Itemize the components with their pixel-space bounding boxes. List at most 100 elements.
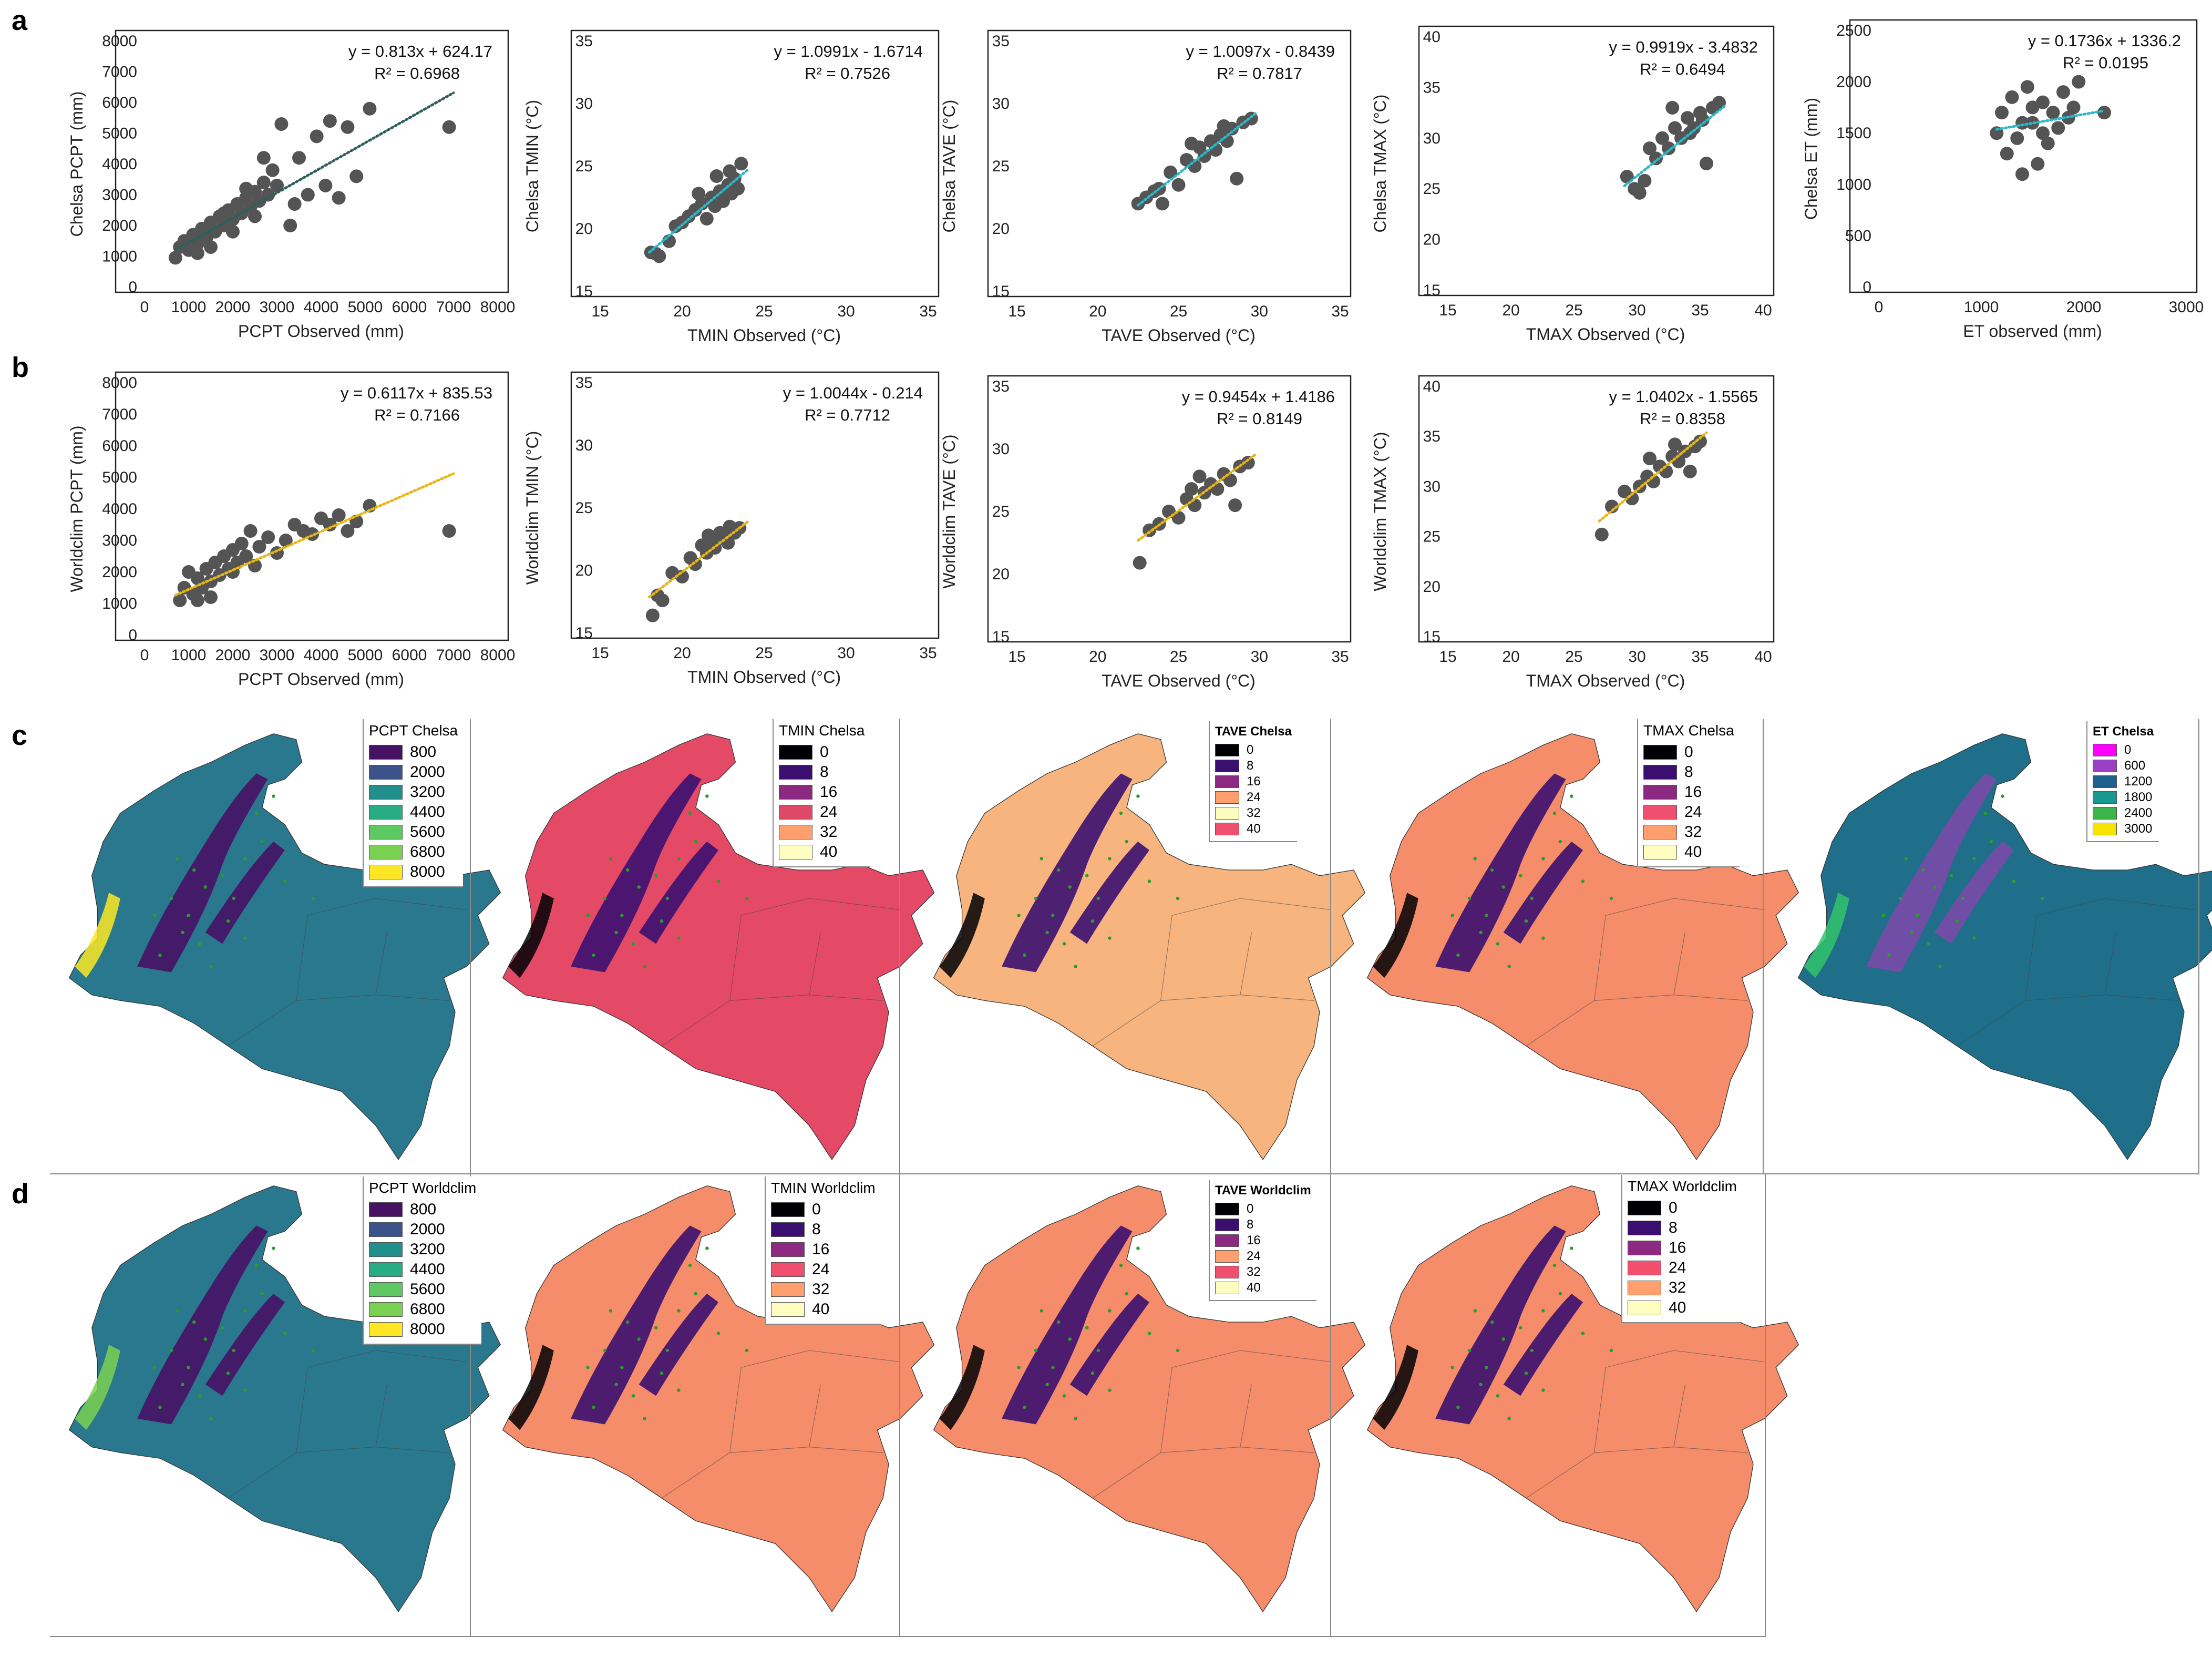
- data-point: [1683, 464, 1697, 478]
- y-tick-label: 40: [1423, 378, 1441, 395]
- data-point: [1210, 482, 1225, 496]
- legend-swatch: [1628, 1221, 1661, 1235]
- legend-entry: 0: [1643, 742, 1734, 762]
- panel-letter-d: d: [12, 1178, 29, 1210]
- legend-swatch: [2093, 791, 2117, 804]
- legend-label: 3000: [2124, 822, 2153, 836]
- legend-entry: 5600: [369, 1280, 476, 1299]
- data-point: [190, 593, 204, 607]
- legend-swatch: [1628, 1281, 1661, 1295]
- legend-d-2: TAVE Worldclim 0 8 16 24 32 40: [1209, 1180, 1316, 1301]
- scatter-chart-2: 15 20 25 30 35 15 20 25 30 35 TMIN Observed (°C) Ch…: [523, 29, 940, 345]
- legend-title: TAVE Chelsa: [1215, 724, 1292, 739]
- data-point: [2051, 121, 2065, 135]
- legend-entry: 8: [1215, 1217, 1311, 1233]
- legend-label: 40: [1247, 1281, 1261, 1295]
- data-point: [1133, 556, 1147, 570]
- x-tick-label: 20: [1089, 303, 1106, 320]
- scatter-chart-4: 15 20 25 30 35 40 15 20 25 30 35 40 TMAX Observed (°…: [1371, 25, 1775, 344]
- scatter-chart-8: 15 20 25 30 35 15 20 25 30 35 TAVE Observed (°C) Wo…: [940, 375, 1352, 690]
- y-axis-label: Worldclim TAVE (°C): [940, 434, 959, 588]
- legend-swatch: [1215, 775, 1239, 788]
- legend-label: 8: [1247, 1217, 1254, 1232]
- x-tick-label: 35: [1691, 648, 1709, 666]
- x-tick-label: 5000: [348, 299, 383, 316]
- legend-entry: 0: [779, 742, 865, 762]
- x-axis-label: TMAX Observed (°C): [1526, 325, 1685, 344]
- legend-label: 5600: [410, 823, 445, 841]
- data-point: [1693, 434, 1707, 448]
- y-tick-label: 20: [575, 220, 593, 238]
- trend-equation: y = 0.9919x - 3.4832: [1609, 38, 1758, 56]
- data-point: [217, 206, 231, 220]
- data-point: [2005, 90, 2019, 104]
- legend-label: 2000: [410, 763, 445, 781]
- trend-equation: y = 0.9454x + 1.4186: [1182, 387, 1335, 406]
- chart-frame: [987, 375, 1352, 643]
- chart-frame: [115, 29, 509, 293]
- legend-c-1: TMIN Chelsa 0 8 16 24 32 40: [773, 719, 870, 867]
- y-tick-label: 20: [575, 562, 593, 579]
- legend-swatch: [1215, 1250, 1239, 1263]
- legend-entry: 8: [1643, 762, 1734, 782]
- scatter-chart-6: 0 1000 2000 3000 4000 5000 6000 7000 8000 0 1000 20…: [67, 371, 515, 689]
- data-point: [332, 508, 346, 522]
- x-tick-label: 20: [1502, 302, 1519, 319]
- y-tick-label: 35: [575, 33, 593, 50]
- scatter-charts: 0 1000 2000 3000 4000 5000 6000 7000 80000100020…: [67, 19, 2204, 690]
- x-tick-label: 6000: [392, 647, 427, 664]
- legend-entry: 40: [1215, 1280, 1311, 1296]
- trend-equation: y = 0.6117x + 835.53: [341, 384, 492, 402]
- legend-swatch: [1215, 760, 1239, 772]
- y-tick-label: 1000: [102, 248, 137, 265]
- y-tick-label: 6000: [102, 94, 137, 111]
- legend-swatch: [771, 1282, 805, 1297]
- legend-entry: 5600: [369, 822, 458, 842]
- data-point: [1712, 96, 1726, 110]
- chart-frame: [570, 29, 940, 298]
- x-tick-label: 30: [1251, 648, 1268, 666]
- legend-entry: 8: [1628, 1218, 1737, 1238]
- y-tick-label: 0: [128, 627, 137, 644]
- data-point: [1594, 527, 1609, 541]
- data-point: [709, 169, 724, 183]
- legend-label: 16: [1669, 1239, 1686, 1256]
- data-point: [1197, 149, 1211, 163]
- scatter-chart-9: 15 20 25 30 35 40 15 20 25 30 35 40 TMAX Observed (°…: [1371, 375, 1775, 690]
- data-point: [2097, 106, 2111, 120]
- data-point: [701, 528, 715, 543]
- legend-label: 32: [1247, 806, 1261, 820]
- y-tick-label: 20: [1423, 231, 1441, 249]
- legend-label: 8000: [410, 863, 445, 881]
- r-squared: R² = 0.0195: [2063, 54, 2148, 72]
- data-point: [1638, 173, 1652, 188]
- y-tick-label: 25: [1423, 528, 1441, 546]
- scatter-chart-3: 15 20 25 30 35 15 20 25 30 35 TAVE Observed (°C) Ch…: [940, 29, 1352, 345]
- r-squared: R² = 0.7712: [805, 406, 890, 424]
- data-point: [645, 608, 660, 622]
- x-tick-label: 20: [673, 303, 691, 320]
- legend-c-0: PCPT Chelsa 800 2000 3200 4400 5600 6800 8000: [363, 719, 464, 887]
- legend-swatch: [369, 1202, 403, 1217]
- y-tick-label: 8000: [102, 374, 137, 392]
- legend-swatch: [2093, 744, 2117, 756]
- y-axis-label: Worldclim PCPT (mm): [67, 425, 86, 592]
- data-point: [1643, 452, 1657, 466]
- y-tick-label: 35: [575, 374, 593, 392]
- data-point: [261, 530, 275, 544]
- x-tick-label: 30: [1628, 302, 1645, 319]
- legend-label: 6800: [410, 1301, 445, 1318]
- y-tick-label: 2000: [102, 217, 137, 234]
- r-squared: R² = 0.7166: [374, 406, 460, 424]
- x-axis-label: TMIN Observed (°C): [687, 326, 841, 345]
- data-point: [1185, 137, 1199, 151]
- legend-swatch: [1643, 805, 1677, 820]
- data-point: [243, 524, 258, 538]
- x-tick-label: 40: [1754, 302, 1772, 319]
- legend-swatch: [1643, 765, 1677, 780]
- y-axis-label: Worldclim TMIN (°C): [523, 431, 542, 585]
- legend-entry: 8: [771, 1220, 876, 1240]
- legend-entry: 3200: [369, 782, 458, 802]
- legend-label: 2400: [2124, 806, 2153, 820]
- x-tick-label: 4000: [304, 647, 339, 664]
